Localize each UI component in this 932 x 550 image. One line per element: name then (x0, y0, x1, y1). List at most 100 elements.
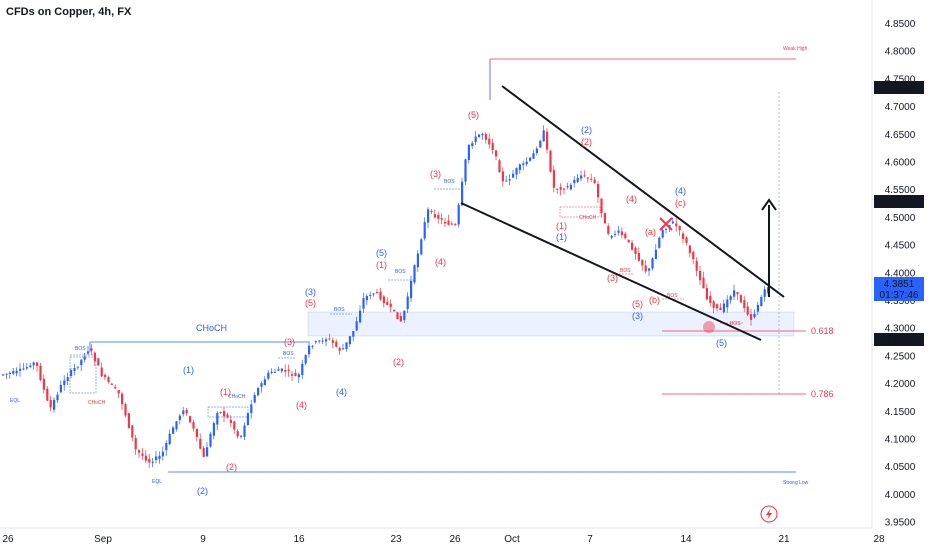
candle-body (219, 412, 222, 414)
svg-text:(c): (c) (675, 198, 686, 208)
candle-body (729, 296, 732, 301)
candle-body (399, 316, 402, 322)
candle-body (192, 422, 195, 429)
candle-body (501, 171, 504, 182)
svg-text:(3): (3) (607, 273, 618, 283)
candle-body (243, 425, 246, 437)
fib-618-label: 0.618 (811, 326, 834, 336)
candle-body (454, 224, 457, 226)
svg-text:(5): (5) (716, 338, 727, 348)
svg-text:CHoCH: CHoCH (228, 394, 246, 400)
candle-body (641, 259, 644, 266)
candle-body (104, 374, 107, 377)
candle-body (695, 260, 698, 271)
candle-body (481, 133, 484, 136)
candle-body (291, 374, 294, 376)
candle-body (583, 175, 586, 177)
candle-body (685, 237, 688, 243)
candle-body (580, 175, 583, 179)
candle-body (260, 383, 263, 387)
candle-body (297, 374, 300, 378)
candle-body (450, 223, 453, 225)
svg-text:BOS: BOS (667, 293, 678, 299)
price-tick: 4.1000 (885, 435, 916, 446)
candle-body (284, 369, 287, 372)
candle-body (682, 233, 685, 239)
candle-body (563, 188, 566, 190)
candle-body (675, 223, 678, 227)
candle-body (49, 399, 52, 408)
candle-body (410, 280, 413, 299)
svg-text:(1): (1) (183, 365, 194, 375)
candle-body (362, 298, 365, 309)
candle-body (131, 425, 134, 438)
candle-body (42, 378, 45, 390)
candle-body (529, 157, 532, 161)
candle-body (403, 310, 406, 321)
svg-text:(4): (4) (336, 387, 347, 397)
candle-body (151, 461, 154, 463)
price-axis[interactable]: 4.8500 4.8000 4.7500 4.7000 4.6500 4.6000 4.55… (885, 19, 916, 529)
svg-text:BOS: BOS (395, 269, 406, 275)
candle-body (155, 456, 158, 461)
candle-body (22, 368, 25, 370)
candle-body (141, 453, 144, 456)
candle-body (549, 150, 552, 172)
candle-body (610, 235, 613, 238)
candle-body (15, 370, 18, 374)
candle-body (206, 447, 209, 457)
svg-text:(5): (5) (468, 110, 479, 120)
svg-text:4.2800: 4.2800 (884, 335, 915, 346)
candle-body (420, 239, 423, 255)
candles[interactable] (2, 125, 770, 468)
candle-body (726, 299, 729, 308)
candle-body (287, 369, 290, 371)
price-tick: 4.2500 (885, 351, 916, 362)
candle-body (495, 150, 498, 157)
svg-text:(2): (2) (581, 125, 592, 135)
candle-body (39, 365, 42, 380)
candle-body (617, 230, 620, 233)
candle-body (590, 178, 593, 180)
candle-body (556, 188, 559, 190)
channel-lower (460, 202, 762, 341)
candle-body (250, 404, 253, 414)
flash-icon[interactable] (760, 505, 778, 523)
candle-body (335, 341, 338, 347)
candle-body (416, 253, 419, 268)
candle-body (25, 367, 28, 369)
candle-body (471, 143, 474, 147)
candle-body (46, 388, 49, 401)
time-axis[interactable]: 26 Sep 9 16 23 26 Oct 7 14 21 28 (2, 534, 885, 545)
candle-body (756, 304, 759, 312)
candle-body (325, 339, 328, 342)
time-tick: 26 (449, 534, 461, 545)
candle-body (195, 428, 198, 438)
candle-body (83, 356, 86, 360)
candle-body (760, 297, 763, 307)
svg-text:BOS: BOS (334, 307, 345, 313)
candle-body (518, 164, 521, 171)
candle-body (437, 214, 440, 219)
svg-text:(5): (5) (376, 248, 387, 258)
candle-body (359, 310, 362, 323)
candle-body (389, 303, 392, 308)
candle-body (430, 210, 433, 213)
svg-text:(4): (4) (296, 400, 307, 410)
candle-body (32, 362, 35, 366)
candle-body (158, 455, 161, 459)
svg-text:(1): (1) (556, 221, 567, 231)
candle-body (661, 229, 664, 238)
candle-body (189, 416, 192, 423)
bos-marks: BOS BOS BOS BOS BOS BOS BOS BOS EQL EQL … (10, 179, 744, 485)
candle-body (444, 221, 447, 224)
price-tick: 3.9500 (885, 518, 916, 529)
candle-body (671, 221, 674, 224)
svg-text:(4): (4) (626, 194, 637, 204)
svg-text:BOS: BOS (730, 321, 741, 327)
candle-body (66, 377, 69, 382)
price-label-high: 4.5276 (874, 195, 924, 208)
wave-labels-red: (1) (2) (3) (4) (5) (1) (2) (3) (4) (5) … (220, 110, 686, 472)
candle-body (314, 341, 317, 343)
